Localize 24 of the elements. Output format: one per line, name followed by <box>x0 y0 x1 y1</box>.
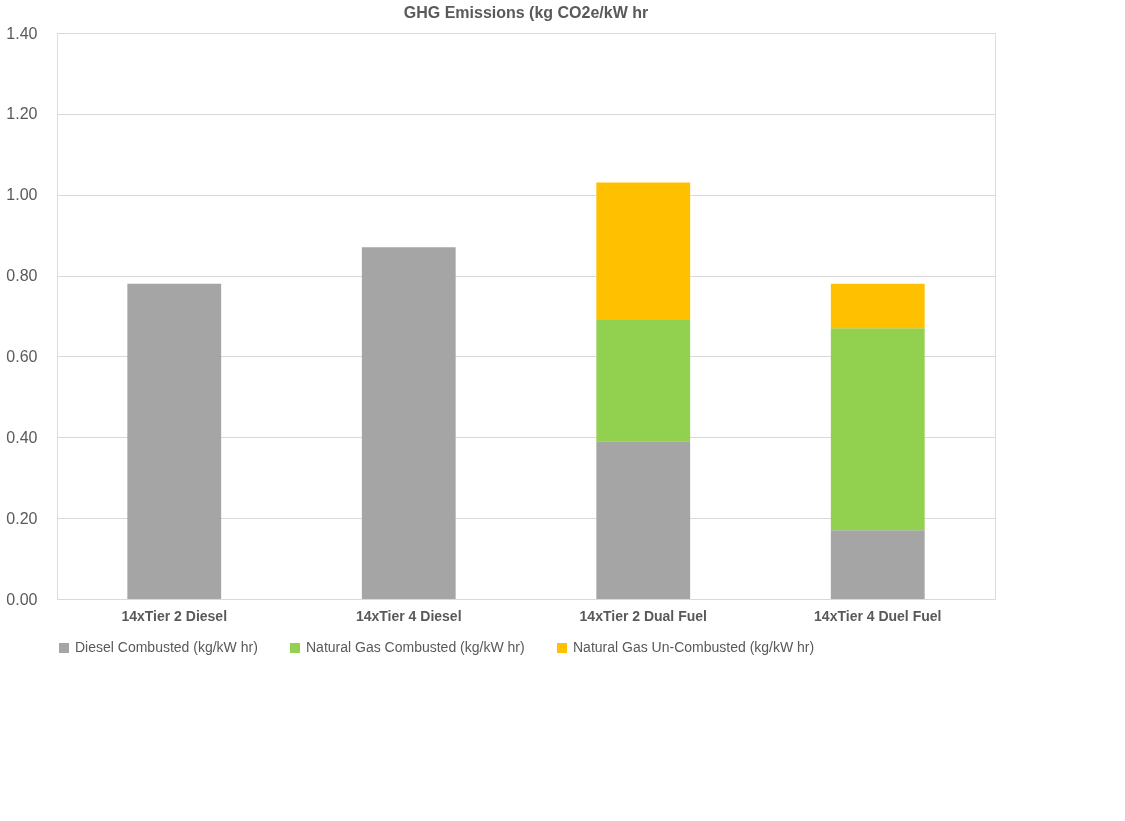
x-tick-label: 14xTier 4 Diesel <box>355 607 462 624</box>
legend-label: Diesel Combusted (kg/kW hr) <box>75 639 258 655</box>
y-tick-label: 1.40 <box>6 24 38 42</box>
y-tick-label: 0.20 <box>6 509 38 527</box>
x-tick-label: 14xTier 2 Diesel <box>121 607 228 624</box>
y-tick-label: 0.80 <box>6 267 38 285</box>
legend-label: Natural Gas Un-Combusted (kg/kW hr) <box>573 639 815 655</box>
bar <box>830 283 925 329</box>
bar <box>361 247 456 599</box>
y-tick-label: 1.00 <box>6 186 38 204</box>
y-tick-label: 0.60 <box>6 347 38 365</box>
bar <box>596 182 691 321</box>
bar <box>127 283 222 599</box>
bar <box>596 320 691 442</box>
x-tick-label: 14xTier 2 Dual Fuel <box>579 607 707 624</box>
y-tick-label: 0.00 <box>6 590 38 608</box>
y-tick-label: 1.20 <box>6 105 38 123</box>
y-tick-label: 0.40 <box>6 428 38 446</box>
chart-title: GHG Emissions (kg CO2e/kW hr <box>403 4 649 21</box>
bar <box>830 530 925 599</box>
bar <box>596 441 691 599</box>
bar <box>830 328 925 531</box>
x-tick-label: 14xTier 4 Duel Fuel <box>814 607 942 624</box>
legend-label: Natural Gas Combusted (kg/kW hr) <box>306 639 525 655</box>
